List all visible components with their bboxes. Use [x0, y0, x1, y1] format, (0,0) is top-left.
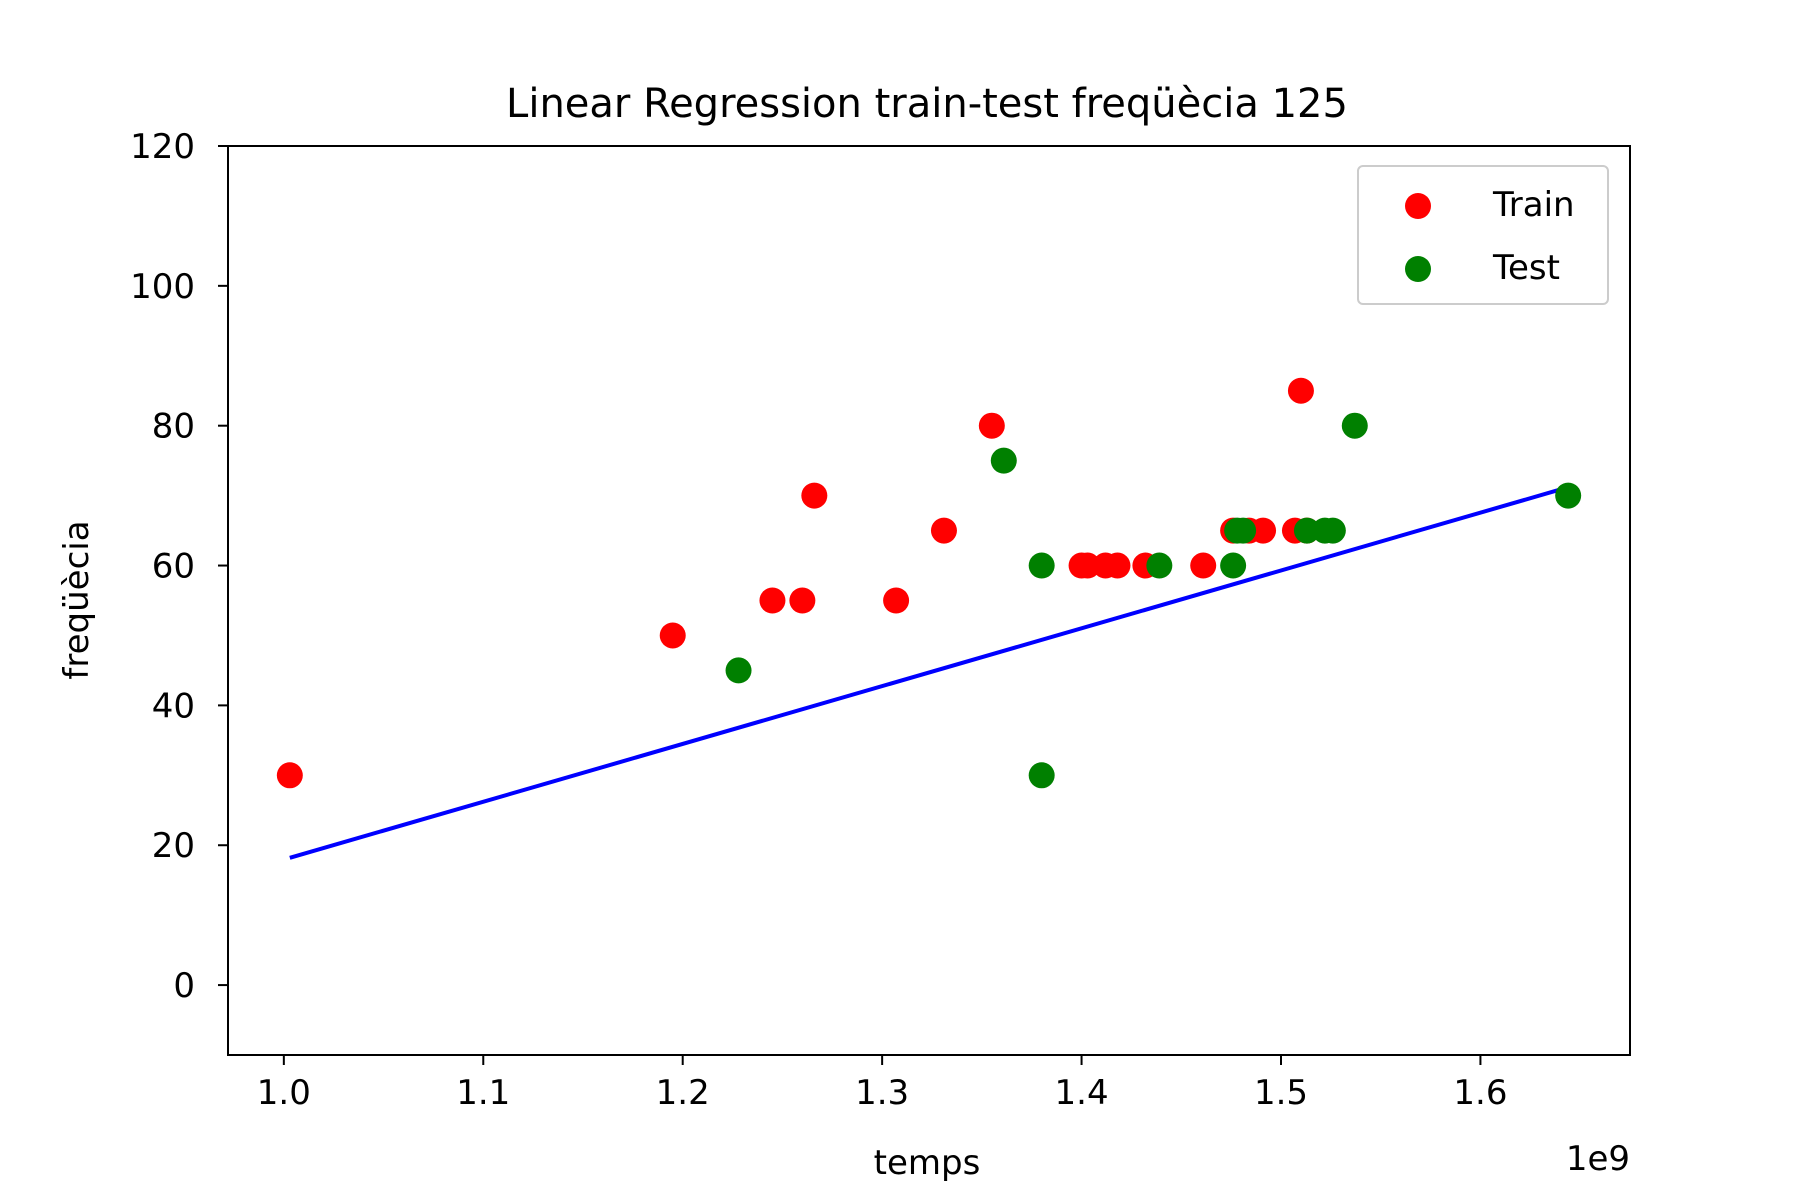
train-point — [276, 762, 303, 789]
x-axis-offset-label: 1e9 — [1566, 1139, 1630, 1179]
chart-title: Linear Regression train-test freqüècia 1… — [506, 81, 1348, 127]
test-point — [1146, 552, 1173, 579]
train-point — [659, 622, 686, 649]
test-point — [1341, 412, 1368, 439]
train-point — [1250, 517, 1277, 544]
legend: Train Test — [1357, 165, 1609, 305]
test-point — [1028, 762, 1055, 789]
x-tick-label: 1.2 — [656, 1073, 710, 1113]
points-layer — [276, 377, 1582, 789]
y-axis-ticks: 0 20 40 60 80 100 120 — [130, 127, 228, 1006]
test-point — [1028, 552, 1055, 579]
y-axis-label: freqüècia — [57, 520, 97, 679]
test-point — [1220, 552, 1247, 579]
y-tick-label: 120 — [130, 127, 195, 167]
x-tick-label: 1.6 — [1453, 1073, 1507, 1113]
train-point — [759, 587, 786, 614]
y-tick-label: 80 — [152, 407, 195, 447]
test-point — [990, 447, 1017, 474]
legend-marker-train — [1405, 193, 1431, 219]
test-point — [1319, 517, 1346, 544]
x-tick-label: 1.4 — [1055, 1073, 1109, 1113]
test-point — [1293, 517, 1320, 544]
train-point — [1190, 552, 1217, 579]
train-point — [1104, 552, 1131, 579]
y-tick-label: 0 — [173, 966, 195, 1006]
legend-marker-test — [1405, 256, 1431, 282]
x-axis-ticks: 1.0 1.1 1.2 1.3 1.4 1.5 1.6 — [257, 1055, 1507, 1113]
regression-layer — [289, 485, 1569, 860]
train-point — [789, 587, 816, 614]
test-point — [1230, 517, 1257, 544]
x-tick-label: 1.5 — [1254, 1073, 1308, 1113]
x-axis-label: temps — [874, 1143, 981, 1183]
legend-label-train: Train — [1492, 185, 1575, 225]
x-tick-label: 1.3 — [855, 1073, 909, 1113]
train-point — [978, 412, 1005, 439]
x-tick-label: 1.1 — [456, 1073, 510, 1113]
test-point — [1555, 482, 1582, 509]
train-point — [930, 517, 957, 544]
train-point — [1287, 377, 1314, 404]
train-point — [883, 587, 910, 614]
y-tick-label: 100 — [130, 267, 195, 307]
y-tick-label: 20 — [152, 826, 195, 866]
train-point — [1074, 552, 1101, 579]
regression-line — [289, 485, 1569, 860]
x-tick-label: 1.0 — [257, 1073, 311, 1113]
y-tick-label: 60 — [152, 547, 195, 587]
legend-label-test: Test — [1492, 248, 1560, 288]
y-tick-label: 40 — [152, 686, 195, 726]
test-point — [725, 657, 752, 684]
train-point — [801, 482, 828, 509]
plot-border — [227, 145, 1631, 1056]
